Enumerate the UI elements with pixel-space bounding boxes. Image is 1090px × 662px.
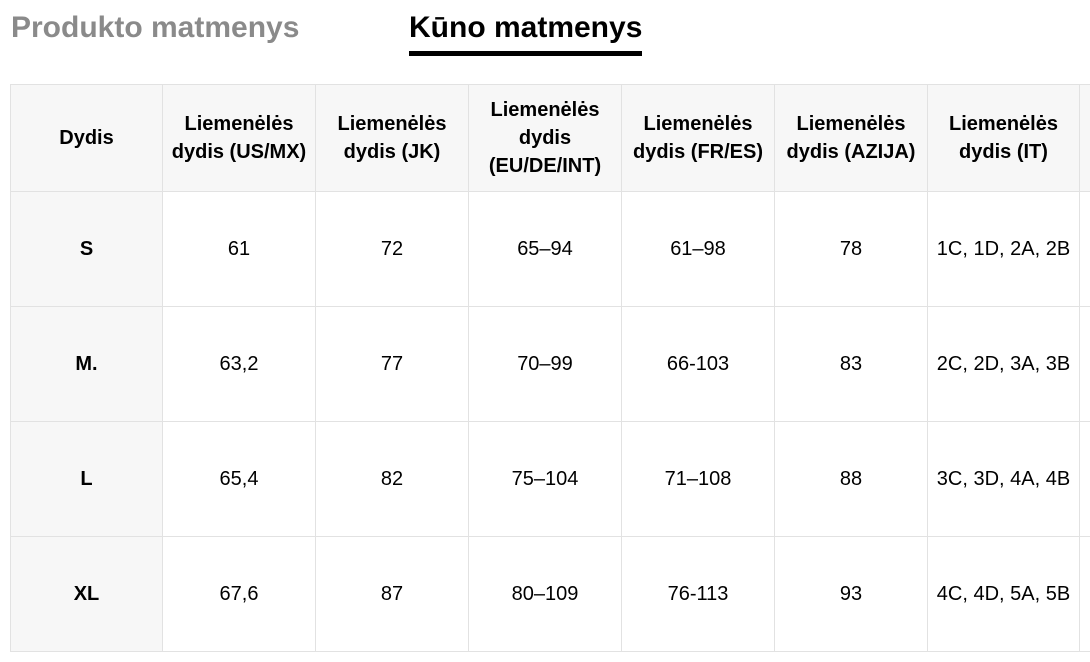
table-cell: 65,4 — [162, 421, 316, 537]
table-cell: 4C, 4D, 5A, 5B — [927, 536, 1080, 652]
table-cell-overflow — [1079, 536, 1090, 652]
table-cell: 77 — [315, 306, 469, 422]
table-cell: 61 — [162, 191, 316, 307]
column-header-us-mx: Liemenėlės dydis (US/MX) — [162, 84, 316, 192]
column-header-uk: Liemenėlės dydis (JK) — [315, 84, 469, 192]
table-cell: 87 — [315, 536, 469, 652]
table-cell: 2C, 2D, 3A, 3B — [927, 306, 1080, 422]
size-label: L — [10, 421, 163, 537]
size-label: M. — [10, 306, 163, 422]
table-cell: 67,6 — [162, 536, 316, 652]
table-row: S 61 72 65–94 61–98 78 1C, 1D, 2A, 2B — [10, 191, 1090, 307]
tab-body-measurements[interactable]: Kūno matmenys — [409, 10, 643, 56]
table-cell: 71–108 — [621, 421, 775, 537]
table-cell-overflow — [1079, 421, 1090, 537]
table-cell-overflow — [1079, 191, 1090, 307]
table-header-row: Dydis Liemenėlės dydis (US/MX) Liemenėlė… — [10, 84, 1090, 192]
size-table: Dydis Liemenėlės dydis (US/MX) Liemenėlė… — [10, 84, 1090, 652]
table-cell: 70–99 — [468, 306, 622, 422]
size-table-container[interactable]: Dydis Liemenėlės dydis (US/MX) Liemenėlė… — [10, 84, 1090, 654]
table-cell: 72 — [315, 191, 469, 307]
table-cell: 83 — [774, 306, 928, 422]
measurement-tabs: Produkto matmenys Kūno matmenys — [0, 0, 1090, 70]
column-header-eu-de-int: Liemenėlės dydis (EU/DE/INT) — [468, 84, 622, 192]
column-header-size: Dydis — [10, 84, 163, 192]
size-label: XL — [10, 536, 163, 652]
column-header-asia: Liemenėlės dydis (AZIJA) — [774, 84, 928, 192]
column-header-overflow — [1079, 84, 1090, 192]
table-cell: 1C, 1D, 2A, 2B — [927, 191, 1080, 307]
column-header-fr-es: Liemenėlės dydis (FR/ES) — [621, 84, 775, 192]
table-cell: 66-103 — [621, 306, 775, 422]
table-cell: 93 — [774, 536, 928, 652]
table-cell: 65–94 — [468, 191, 622, 307]
table-row: XL 67,6 87 80–109 76-113 93 4C, 4D, 5A, … — [10, 536, 1090, 652]
table-cell: 3C, 3D, 4A, 4B — [927, 421, 1080, 537]
table-cell: 75–104 — [468, 421, 622, 537]
size-label: S — [10, 191, 163, 307]
table-row: M. 63,2 77 70–99 66-103 83 2C, 2D, 3A, 3… — [10, 306, 1090, 422]
column-header-it: Liemenėlės dydis (IT) — [927, 84, 1080, 192]
table-cell: 63,2 — [162, 306, 316, 422]
table-cell: 76-113 — [621, 536, 775, 652]
table-cell: 80–109 — [468, 536, 622, 652]
table-cell-overflow — [1079, 306, 1090, 422]
table-cell: 88 — [774, 421, 928, 537]
table-cell: 78 — [774, 191, 928, 307]
table-cell: 61–98 — [621, 191, 775, 307]
tab-product-measurements[interactable]: Produkto matmenys — [11, 11, 300, 44]
table-row: L 65,4 82 75–104 71–108 88 3C, 3D, 4A, 4… — [10, 421, 1090, 537]
table-cell: 82 — [315, 421, 469, 537]
